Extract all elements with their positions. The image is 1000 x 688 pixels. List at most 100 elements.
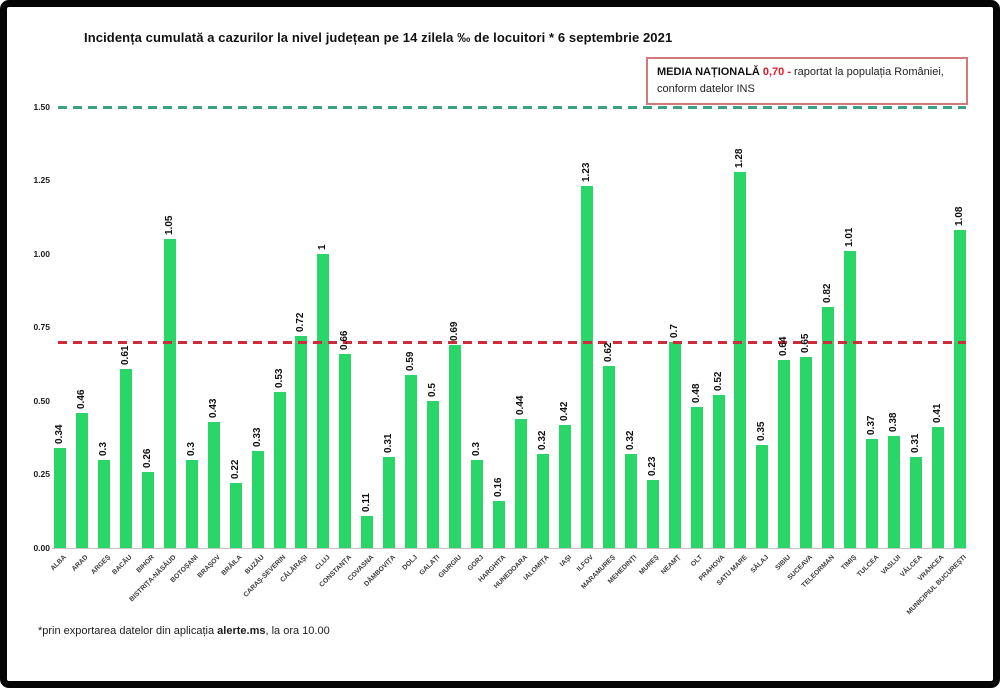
bar-value-label: 0.16: [493, 477, 504, 497]
bar: [866, 439, 879, 548]
y-axis-tick-label: 0.50: [33, 395, 50, 406]
bar: [953, 230, 966, 548]
bar-value-label: 0.61: [119, 345, 131, 365]
bar: [910, 456, 923, 548]
x-axis-county-label: MUREȘ: [638, 554, 661, 577]
bar: [514, 418, 527, 548]
x-axis-county-label: NEAMȚ: [660, 554, 683, 577]
reference-line-national-average: [58, 340, 966, 344]
x-axis-county-label: SIBIU: [774, 554, 793, 572]
bar: [668, 342, 681, 548]
bar-value-label: 0.37: [866, 415, 878, 436]
bar: [229, 483, 242, 548]
bar: [427, 401, 440, 548]
bar: [75, 412, 88, 548]
chart-title: Incidența cumulată a cazurilor la nivel …: [84, 30, 673, 45]
bar-value-label: 0.5: [427, 383, 439, 397]
bar: [602, 365, 615, 548]
x-axis-county-label: BIHOR: [135, 554, 156, 575]
bar-value-label: 0.3: [97, 441, 109, 456]
bar: [317, 254, 330, 548]
bar-value-label: 0.11: [361, 492, 373, 512]
bar-value-label: 1.08: [953, 207, 965, 227]
bar-value-label: 0.26: [141, 448, 153, 468]
x-axis-county-label: ALBA: [49, 554, 68, 573]
bar: [800, 356, 813, 548]
bar-value-label: 0.32: [624, 430, 636, 450]
bar: [339, 353, 352, 548]
bar: [361, 515, 374, 548]
bar-value-label: 0.46: [75, 389, 87, 409]
bar-value-label: 0.3: [185, 441, 197, 456]
bar: [295, 336, 308, 548]
x-axis-county-label: GIURGIU: [437, 554, 464, 580]
bar-value-label: 0.3: [471, 441, 483, 456]
x-axis-county-label: ARGEȘ: [89, 554, 112, 577]
bar-value-label: 0.48: [690, 383, 702, 403]
bar: [251, 450, 264, 548]
bar: [383, 456, 396, 548]
footer-note: *prin exportarea datelor din aplicația a…: [38, 625, 330, 637]
x-axis-county-label: SĂLAJ: [749, 554, 771, 575]
legend-value: 0,70 -: [762, 66, 792, 78]
y-axis-tick-label: 0.75: [33, 322, 50, 332]
bar-value-label: 0.72: [295, 312, 307, 333]
bar: [778, 359, 791, 548]
x-axis-county-label: OLT: [690, 554, 705, 569]
y-axis-tick-label: 1.00: [33, 248, 50, 259]
y-axis-tick-label: 0.00: [33, 542, 50, 553]
legend-text: raportat la populația României,: [794, 66, 944, 78]
bar: [822, 306, 835, 548]
x-axis-county-label: IAȘI: [558, 554, 573, 569]
bar: [449, 345, 462, 548]
bar-value-label: 0.7: [668, 324, 680, 339]
bar: [207, 421, 220, 548]
bar: [646, 480, 659, 548]
y-axis-tick-label: 0.25: [33, 469, 50, 479]
bar-value-label: 0.22: [229, 459, 241, 480]
reference-line-top-teal-dashed: [58, 105, 966, 109]
footer-prefix: *prin exportarea datelor din aplicația: [38, 625, 218, 637]
bar: [405, 374, 418, 548]
bar-value-label: 0.65: [800, 333, 812, 353]
x-axis-county-label: ILFOV: [575, 554, 595, 574]
legend-label: MEDIA NAȚIONALĂ: [657, 66, 760, 78]
bar-value-label: 0.32: [536, 430, 548, 450]
bar-value-label: 0.69: [449, 321, 461, 342]
x-axis-county-label: BRĂILA: [220, 554, 244, 578]
x-axis-county-label: BACĂU: [111, 554, 134, 577]
bar: [97, 459, 110, 548]
footer-app-name: alerte.ms: [217, 625, 266, 637]
bar: [888, 436, 901, 548]
bar-value-label: 1: [317, 244, 329, 250]
bar-value-label: 1.23: [580, 162, 592, 183]
bar-value-label: 0.44: [514, 395, 526, 415]
bar-value-label: 1.28: [734, 148, 746, 168]
bar: [185, 459, 198, 548]
bar-value-label: 0.59: [405, 351, 417, 371]
footer-suffix: , la ora 10.00: [265, 625, 330, 637]
bar: [580, 186, 593, 548]
bar-value-label: 0.35: [756, 421, 768, 442]
bar: [558, 424, 571, 548]
bar: [712, 395, 725, 548]
x-axis-county-label: DOLJ: [401, 554, 420, 572]
bar-value-label: 0.64: [778, 336, 790, 356]
legend-text-line2: conform datelor INS: [657, 82, 755, 95]
bar-value-label: 0.66: [339, 330, 351, 350]
bar: [734, 171, 747, 548]
bar-value-label: 0.31: [383, 433, 395, 453]
bar-value-label: 0.42: [558, 401, 570, 421]
x-axis-county-label: GORJ: [466, 554, 485, 573]
bar: [844, 251, 857, 548]
y-axis-tick-label: 1.25: [33, 175, 50, 185]
y-axis-tick-label: 1.50: [33, 101, 50, 112]
bar: [54, 448, 66, 548]
x-axis-county-label: CLUJ: [313, 554, 332, 572]
bar: [756, 445, 769, 548]
bar-value-label: 0.23: [646, 456, 658, 477]
bar-value-label: 0.43: [207, 398, 219, 418]
bar: [471, 459, 484, 548]
bar-value-label: 0.82: [822, 283, 834, 303]
bar-value-label: 0.38: [888, 412, 900, 433]
